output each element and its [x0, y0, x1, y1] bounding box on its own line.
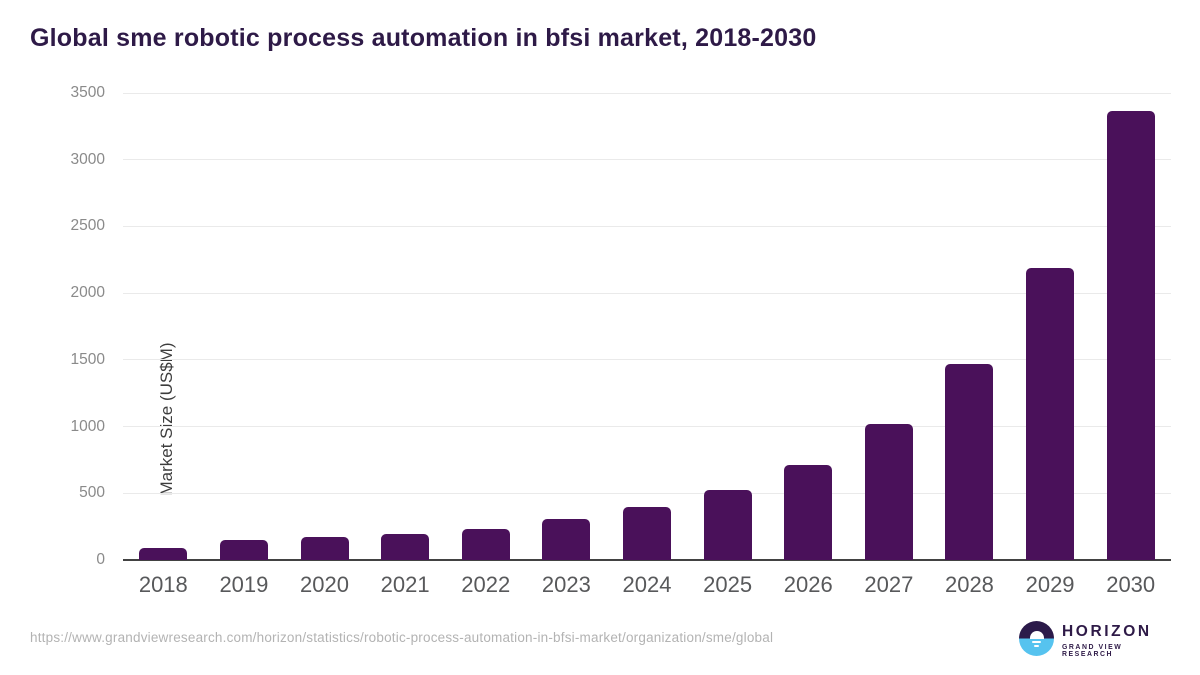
logo-subtitle: GRAND VIEW RESEARCH [1062, 644, 1123, 658]
x-tick-label: 2025 [703, 572, 753, 597]
horizon-logo-icon [1019, 621, 1054, 656]
x-tick-label: 2019 [219, 572, 269, 597]
x-tick-label: 2026 [783, 572, 833, 597]
sun-reflection-icon [1032, 640, 1041, 643]
bar-2018 [139, 547, 188, 560]
bar-2026 [784, 464, 833, 560]
gridline [123, 292, 1171, 294]
sun-reflection-icon [1034, 644, 1039, 647]
x-tick-label: 2020 [300, 572, 349, 597]
x-axis-line [123, 559, 1171, 561]
bar-2023 [542, 518, 591, 560]
y-tick-label: 2500 [70, 217, 105, 235]
y-tick-label: 1500 [70, 350, 105, 368]
y-tick-label: 0 [96, 551, 105, 568]
bar-2022 [461, 528, 510, 560]
gridline [123, 359, 1171, 361]
y-tick-label: 1000 [70, 417, 105, 435]
source-url: https://www.grandviewresearch.com/horizo… [30, 630, 774, 645]
bar-2024 [623, 506, 671, 560]
sun-dome-icon [1029, 631, 1044, 639]
bar-2027 [864, 423, 913, 560]
x-tick-label: 2029 [1025, 572, 1075, 597]
gridline [123, 492, 1171, 494]
x-tick-label: 2023 [541, 572, 591, 597]
gridline [123, 426, 1171, 428]
y-tick-label: 3000 [70, 150, 105, 168]
x-tick-label: 2021 [380, 572, 430, 597]
plot-area: Market Size (US$M) 0 500 1000 1500 2000 2500 3… [71, 84, 1171, 597]
horizon-logo: HORIZON GRAND VIEW RESEARCH [1019, 620, 1169, 658]
x-tick-label: 2028 [944, 572, 994, 597]
x-tick-label: 2022 [461, 572, 511, 597]
y-tick-label: 3500 [70, 84, 105, 101]
bar-2021 [381, 533, 430, 560]
bar-2029 [1026, 267, 1075, 560]
bar-2019 [219, 540, 268, 560]
y-tick-label: 2000 [70, 284, 105, 302]
gridline [123, 159, 1171, 161]
y-tick-label: 500 [79, 484, 105, 502]
x-tick-label: 2018 [138, 572, 188, 597]
x-tick-label: 2024 [622, 572, 672, 597]
logo-text: HORIZON GRAND VIEW RESEARCH [1062, 623, 1169, 658]
y-axis-title: Market Size (US$M) [157, 342, 176, 496]
bar-2030 [1106, 111, 1155, 560]
logo-title: HORIZON [1062, 623, 1152, 640]
bar-2028 [945, 363, 994, 560]
x-tick-label: 2027 [864, 572, 914, 597]
gridline [123, 225, 1171, 227]
chart-title: Global sme robotic process automation in… [30, 24, 817, 52]
bar-2025 [703, 490, 752, 560]
gridline [123, 92, 1171, 94]
bar-2020 [300, 537, 349, 560]
x-tick-label: 2030 [1106, 572, 1156, 597]
